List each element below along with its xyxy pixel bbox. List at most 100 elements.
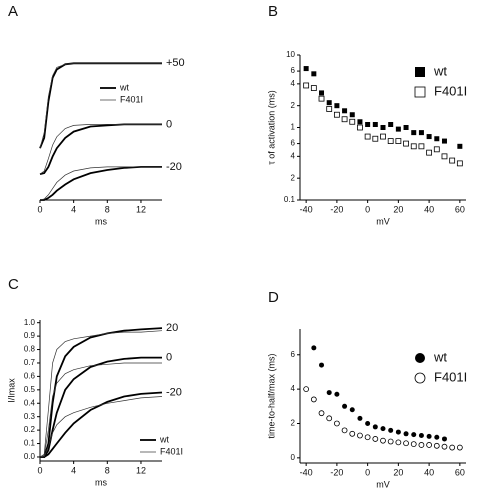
legend-marker (415, 67, 425, 77)
y-tick-label: 4 (291, 151, 296, 160)
point (365, 420, 371, 426)
point (357, 124, 363, 131)
point (441, 443, 448, 450)
point (457, 143, 463, 149)
point (319, 362, 325, 368)
legend-label: F401I (120, 94, 143, 104)
point (387, 138, 394, 144)
x-tick-label: -20 (330, 467, 343, 477)
point (357, 415, 363, 421)
x-tick-label: 8 (105, 465, 110, 475)
point (318, 95, 325, 102)
trace-label: 20 (166, 322, 178, 334)
point (303, 66, 309, 72)
point (403, 140, 409, 147)
y-tick-label: 0.1 (24, 439, 36, 448)
point (342, 108, 348, 114)
x-tick-label: 20 (393, 204, 403, 214)
point (365, 121, 371, 127)
legend-marker (415, 353, 425, 363)
trace (39, 124, 162, 175)
point (418, 442, 425, 448)
point (319, 90, 325, 96)
point (349, 407, 355, 413)
legend-label: F401I (434, 83, 467, 98)
point (349, 430, 356, 437)
y-tick-label: 0.3 (24, 412, 36, 421)
x-axis-label: ms (95, 216, 107, 226)
y-tick-label: 1 (291, 123, 296, 132)
legend-marker (414, 86, 426, 98)
point (303, 82, 310, 89)
point (349, 118, 356, 125)
legend-label: wt (159, 434, 169, 444)
point (349, 112, 355, 118)
point (449, 157, 456, 164)
x-axis-label: ms (95, 477, 107, 487)
point (372, 121, 378, 127)
x-tick-label: 0 (37, 465, 42, 475)
panel-letter: A (8, 3, 18, 20)
legend-label: wt (433, 63, 447, 78)
point (433, 442, 440, 449)
y-tick-label: 0.8 (24, 345, 36, 354)
trace (39, 62, 162, 149)
y-axis-label: time-to-half/max (ms) (266, 353, 276, 438)
point (418, 433, 424, 439)
x-tick-label: 12 (136, 204, 146, 214)
x-tick-label: 40 (424, 204, 434, 214)
y-tick-label: 0.7 (24, 358, 36, 367)
point (333, 111, 340, 118)
point (333, 420, 340, 427)
y-tick-label: 6 (291, 139, 296, 148)
x-tick-label: 60 (455, 467, 465, 477)
x-axis-label: mV (376, 479, 390, 489)
y-tick-label: 0.1 (284, 195, 296, 204)
y-tick-label: 2 (291, 101, 296, 110)
legend-label: F401I (160, 446, 183, 456)
trace (39, 362, 162, 458)
point (380, 133, 386, 140)
y-tick-label: 6 (291, 66, 296, 75)
point (434, 434, 440, 440)
trace (40, 391, 163, 458)
panel-letter: B (268, 3, 278, 20)
x-tick-label: 0 (37, 204, 42, 214)
point (388, 427, 394, 433)
x-tick-label: 0 (365, 204, 370, 214)
y-tick-label: 0.2 (24, 425, 36, 434)
x-tick-label: 0 (365, 467, 370, 477)
point (434, 136, 440, 142)
legend-label: wt (433, 349, 447, 364)
point (418, 130, 424, 136)
y-tick-label: 4 (291, 384, 296, 393)
point (426, 134, 432, 140)
point (456, 444, 463, 451)
point (441, 138, 447, 144)
point (410, 441, 417, 448)
trace-label: -20 (166, 161, 182, 173)
x-tick-label: -20 (330, 204, 343, 214)
x-tick-label: 60 (455, 204, 465, 214)
trace-label: -20 (166, 386, 182, 398)
point (380, 426, 386, 432)
point (310, 85, 317, 91)
point (433, 146, 440, 153)
y-tick-label: 0.0 (24, 452, 36, 461)
point (426, 433, 432, 439)
y-tick-label: 1.0 (24, 318, 36, 327)
y-tick-label: 2 (291, 419, 296, 428)
trace-label: 0 (166, 118, 172, 130)
point (395, 429, 401, 435)
point (364, 133, 371, 140)
point (372, 424, 378, 430)
y-tick-label: 2 (291, 173, 296, 182)
point (426, 442, 433, 448)
point (372, 135, 379, 142)
y-tick-label: 4 (291, 79, 296, 88)
x-tick-label: -40 (300, 204, 313, 214)
point (395, 126, 401, 132)
panel-letter: C (8, 276, 19, 293)
point (342, 403, 348, 409)
